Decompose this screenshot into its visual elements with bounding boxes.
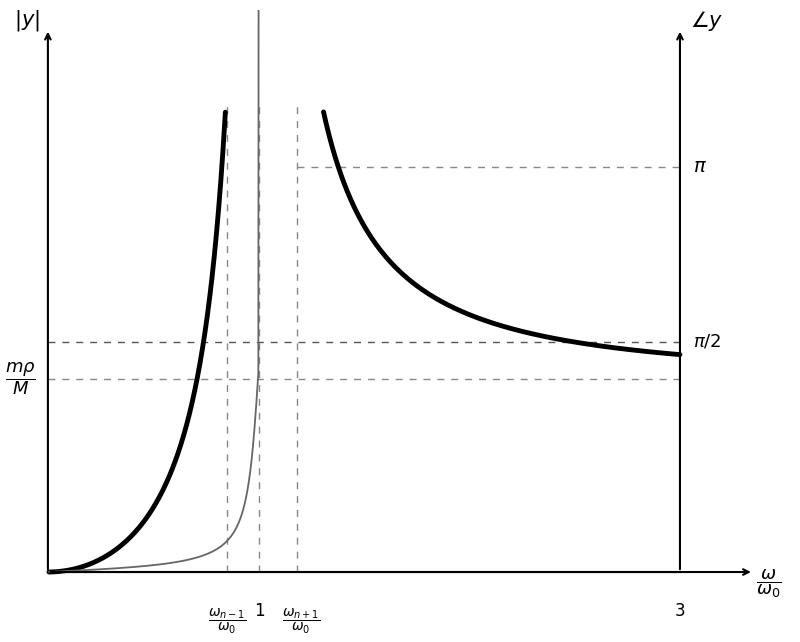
Text: $1$: $1$	[254, 602, 266, 620]
Text: $\pi/2$: $\pi/2$	[693, 333, 721, 351]
Text: $\dfrac{\omega_{n-1}}{\omega_0}$: $\dfrac{\omega_{n-1}}{\omega_0}$	[208, 607, 246, 636]
Text: $|y|$: $|y|$	[14, 8, 40, 33]
Text: $\angle y$: $\angle y$	[690, 10, 724, 33]
Text: $\dfrac{\omega}{\omega_0}$: $\dfrac{\omega}{\omega_0}$	[756, 568, 782, 600]
Text: $3$: $3$	[674, 602, 686, 620]
Text: $\pi$: $\pi$	[693, 157, 706, 177]
Text: $\dfrac{m\rho}{M}$: $\dfrac{m\rho}{M}$	[5, 360, 36, 397]
Text: $\dfrac{\omega_{n+1}}{\omega_0}$: $\dfrac{\omega_{n+1}}{\omega_0}$	[282, 607, 320, 636]
